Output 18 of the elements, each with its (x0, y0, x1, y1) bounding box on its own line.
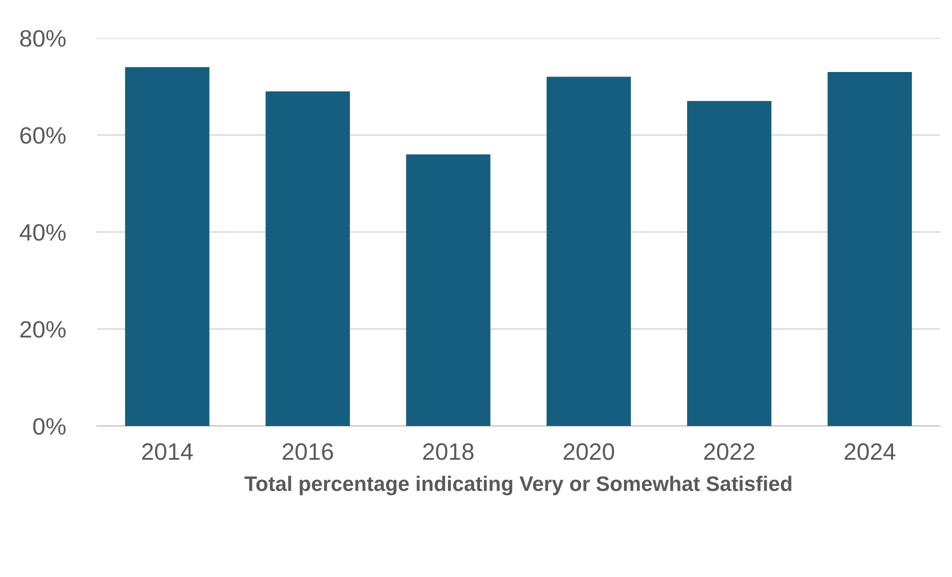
y-tick-label: 40% (20, 224, 66, 241)
x-tick-label: 2014 (142, 443, 193, 460)
bar (125, 67, 210, 426)
x-tick-label: 2020 (564, 443, 614, 460)
y-tick-label: 60% (20, 127, 66, 144)
y-tick-label: 20% (20, 321, 66, 338)
x-tick-label: 2024 (844, 443, 896, 460)
y-tick-label: 0% (33, 418, 66, 435)
x-tick-label: 2016 (282, 443, 333, 460)
x-axis-title: Total percentage indicating Very or Somewhat Satisfied (244, 476, 792, 496)
y-tick-label: 80% (20, 30, 66, 47)
bar (546, 76, 631, 426)
bar (406, 154, 490, 426)
x-tick-label: 2022 (704, 443, 754, 460)
bar (266, 91, 350, 426)
x-tick-label: 2018 (423, 443, 474, 460)
bar (687, 101, 772, 426)
bar (828, 72, 912, 426)
